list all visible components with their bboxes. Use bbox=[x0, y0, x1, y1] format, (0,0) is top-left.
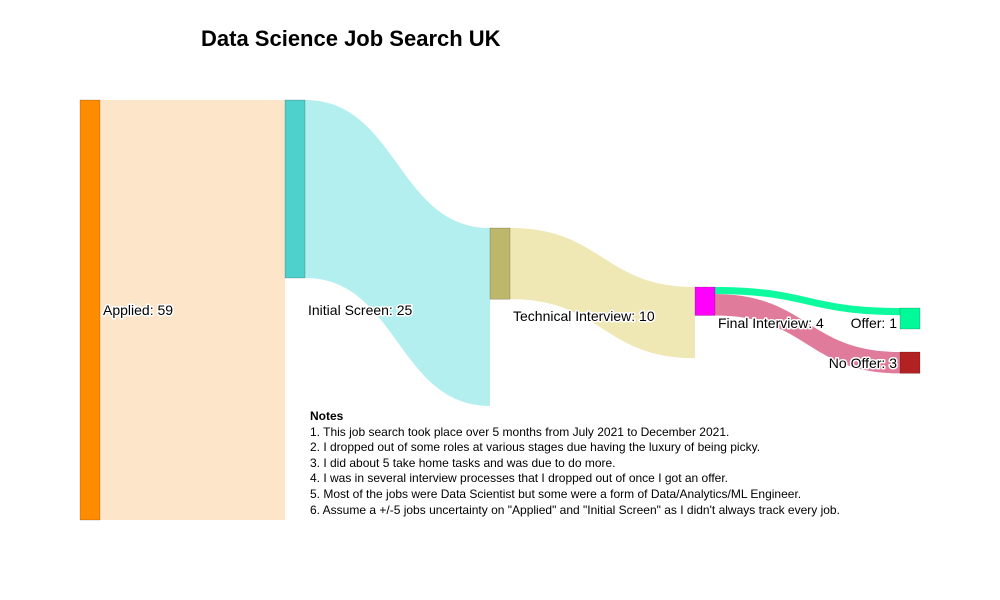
notes-line: 6. Assume a +/-5 jobs uncertainty on "Ap… bbox=[310, 502, 840, 517]
link-applied-to-initial-screen bbox=[100, 100, 285, 520]
node-offer bbox=[899, 307, 921, 330]
node-label-technical-interview: Technical Interview: 10 bbox=[513, 308, 655, 324]
node-applied bbox=[79, 99, 101, 521]
link-technical-interview-to-final-interview bbox=[510, 228, 695, 359]
notes-line: 4. I was in several interview processes … bbox=[310, 471, 729, 486]
notes-title: Notes bbox=[310, 409, 344, 423]
node-label-offer: Offer: 1 bbox=[851, 315, 898, 331]
node-initial-screen bbox=[284, 99, 306, 279]
notes-panel: Notes 1. This job search took place over… bbox=[310, 409, 930, 518]
notes-line: 5. Most of the jobs were Data Scientist … bbox=[310, 486, 802, 501]
notes-line: 1. This job search took place over 5 mon… bbox=[310, 424, 730, 439]
link-final-interview-to-offer bbox=[715, 287, 900, 316]
node-label-applied: Applied: 59 bbox=[103, 302, 173, 318]
node-no-offer bbox=[899, 351, 921, 374]
link-initial-screen-to-technical-interview bbox=[305, 100, 490, 406]
sankey-labels: Applied: 59 Initial Screen: 25 Technical I… bbox=[102, 301, 899, 373]
notes-line: 2. I dropped out of some roles at variou… bbox=[310, 440, 761, 455]
node-label-initial-screen: Initial Screen: 25 bbox=[308, 302, 412, 318]
sankey-links bbox=[100, 100, 900, 520]
link-final-interview-to-no-offer bbox=[715, 294, 900, 374]
node-label-no-offer: No Offer: 3 bbox=[829, 355, 897, 371]
chart-title: Data Science Job Search UK bbox=[201, 26, 501, 51]
node-label-final-interview: Final Interview: 4 bbox=[718, 315, 824, 331]
node-technical-interview bbox=[489, 227, 511, 300]
sankey-nodes bbox=[79, 99, 921, 521]
notes-line: 3. I did about 5 take home tasks and was… bbox=[310, 455, 616, 470]
node-final-interview bbox=[694, 286, 716, 316]
